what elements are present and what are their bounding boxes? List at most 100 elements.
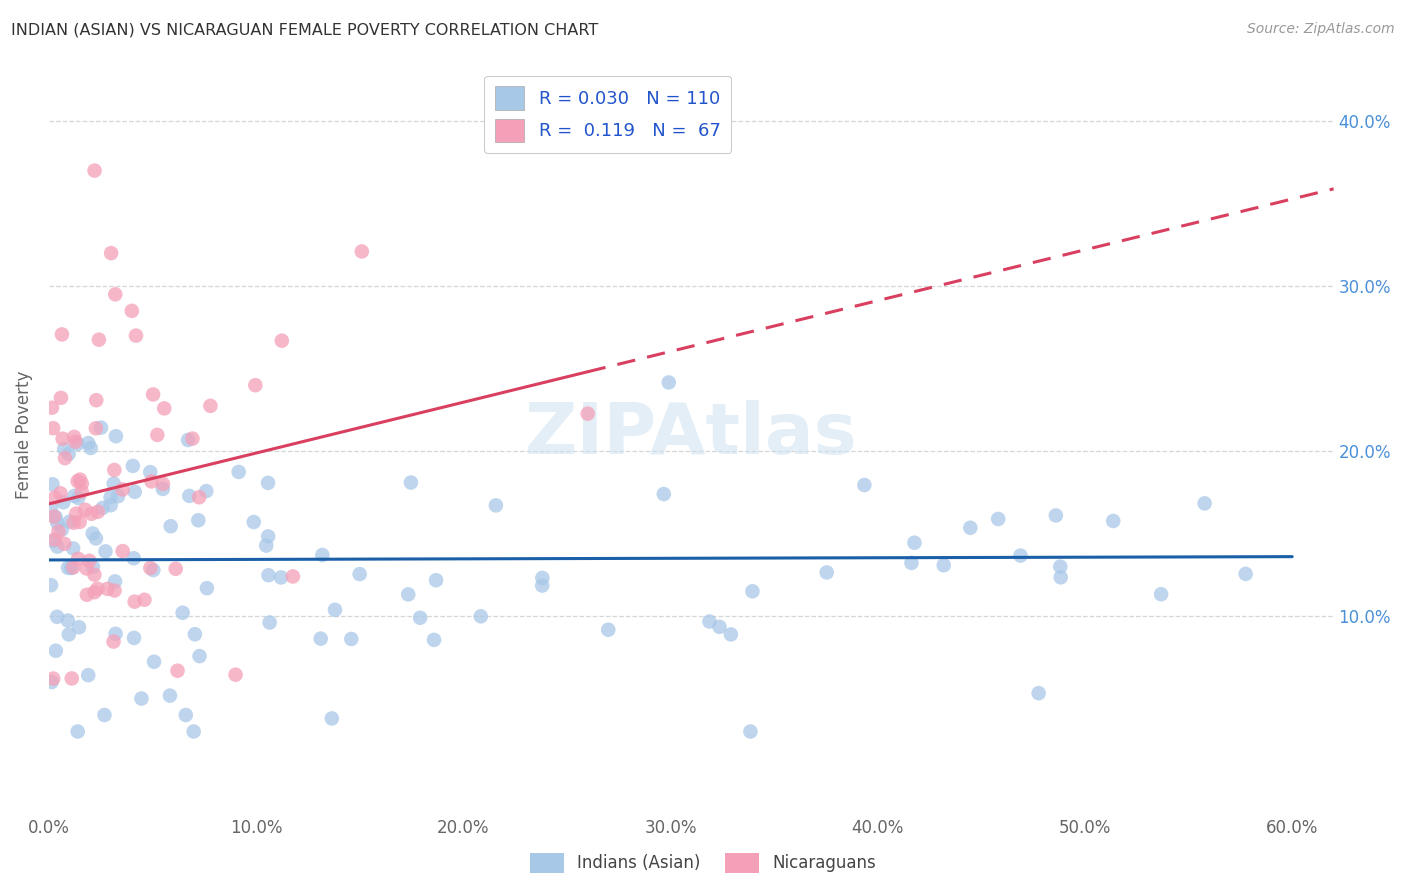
- Point: [44, 533, 66, 547]
- Point: [470, 609, 492, 624]
- Point: [45, 510, 67, 524]
- Point: [259, 615, 281, 630]
- Point: [66, 475, 89, 489]
- Point: [740, 724, 762, 739]
- Point: [225, 667, 247, 681]
- Point: [323, 603, 346, 617]
- Point: [903, 535, 925, 549]
- Point: [84, 421, 107, 435]
- Point: [58, 447, 80, 461]
- Point: [41, 477, 63, 491]
- Point: [84, 393, 107, 408]
- Point: [184, 627, 207, 641]
- Point: [1049, 570, 1071, 584]
- Point: [134, 592, 156, 607]
- Point: [104, 287, 127, 301]
- Point: [1102, 514, 1125, 528]
- Point: [70, 484, 93, 499]
- Point: [153, 401, 176, 416]
- Point: [1010, 549, 1032, 563]
- Point: [77, 668, 100, 682]
- Point: [121, 303, 143, 318]
- Point: [63, 430, 86, 444]
- Point: [576, 407, 599, 421]
- Point: [900, 556, 922, 570]
- Point: [41, 675, 63, 690]
- Point: [39, 578, 62, 592]
- Point: [69, 515, 91, 529]
- Point: [1194, 496, 1216, 510]
- Point: [177, 433, 200, 447]
- Point: [62, 560, 84, 574]
- Point: [80, 507, 103, 521]
- Point: [159, 689, 181, 703]
- Point: [67, 551, 90, 566]
- Point: [531, 571, 554, 585]
- Point: [84, 532, 107, 546]
- Point: [281, 569, 304, 583]
- Point: [66, 724, 89, 739]
- Point: [82, 526, 104, 541]
- Point: [62, 516, 84, 530]
- Point: [103, 463, 125, 477]
- Point: [485, 499, 508, 513]
- Point: [396, 587, 419, 601]
- Point: [270, 334, 292, 348]
- Point: [242, 515, 264, 529]
- Point: [41, 401, 63, 415]
- Point: [65, 434, 87, 449]
- Point: [58, 627, 80, 641]
- Point: [49, 391, 72, 405]
- Point: [131, 691, 153, 706]
- Point: [104, 429, 127, 443]
- Point: [82, 559, 104, 574]
- Point: [76, 588, 98, 602]
- Point: [245, 378, 267, 392]
- Point: [83, 163, 105, 178]
- Legend: Indians (Asian), Nicaraguans: Indians (Asian), Nicaraguans: [523, 847, 883, 880]
- Point: [62, 541, 84, 556]
- Point: [94, 544, 117, 558]
- Point: [741, 584, 763, 599]
- Point: [65, 507, 87, 521]
- Point: [141, 475, 163, 489]
- Point: [52, 495, 75, 509]
- Point: [86, 582, 108, 596]
- Point: [49, 486, 72, 500]
- Point: [53, 442, 76, 456]
- Point: [124, 484, 146, 499]
- Point: [76, 561, 98, 575]
- Point: [104, 627, 127, 641]
- Point: [100, 498, 122, 512]
- Legend: R = 0.030   N = 110, R =  0.119   N =  67: R = 0.030 N = 110, R = 0.119 N = 67: [484, 76, 731, 153]
- Point: [44, 491, 66, 505]
- Point: [159, 519, 181, 533]
- Point: [91, 500, 114, 515]
- Point: [51, 327, 73, 342]
- Point: [853, 478, 876, 492]
- Point: [59, 515, 82, 529]
- Point: [51, 523, 73, 537]
- Point: [340, 632, 363, 646]
- Point: [103, 583, 125, 598]
- Point: [658, 376, 681, 390]
- Point: [79, 441, 101, 455]
- Point: [187, 513, 209, 527]
- Point: [142, 387, 165, 401]
- Point: [181, 432, 204, 446]
- Point: [200, 399, 222, 413]
- Point: [111, 483, 134, 497]
- Point: [66, 437, 89, 451]
- Point: [932, 558, 955, 573]
- Point: [143, 655, 166, 669]
- Point: [46, 540, 69, 554]
- Point: [183, 724, 205, 739]
- Point: [79, 554, 101, 568]
- Point: [399, 475, 422, 490]
- Point: [100, 246, 122, 260]
- Point: [122, 631, 145, 645]
- Point: [195, 484, 218, 499]
- Point: [188, 490, 211, 504]
- Point: [53, 537, 76, 551]
- Point: [70, 476, 93, 491]
